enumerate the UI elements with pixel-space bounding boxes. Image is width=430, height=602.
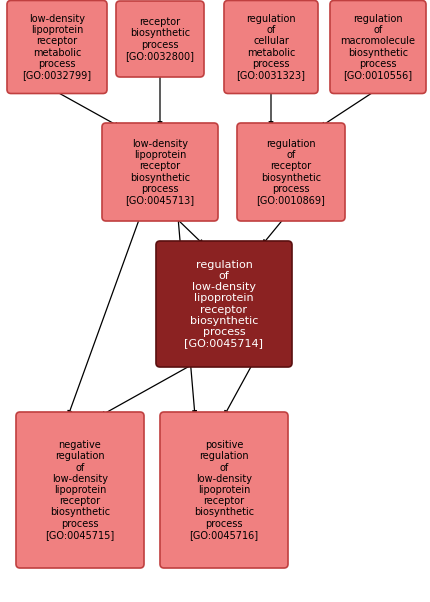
Text: regulation
of
macromolecule
biosynthetic
process
[GO:0010556]: regulation of macromolecule biosynthetic… [340, 14, 415, 80]
FancyBboxPatch shape [16, 412, 144, 568]
FancyBboxPatch shape [224, 1, 317, 93]
Text: low-density
lipoprotein
receptor
biosynthetic
process
[GO:0045713]: low-density lipoprotein receptor biosynt… [125, 139, 194, 205]
FancyBboxPatch shape [237, 123, 344, 221]
Text: negative
regulation
of
low-density
lipoprotein
receptor
biosynthetic
process
[GO: negative regulation of low-density lipop… [45, 440, 114, 540]
Text: low-density
lipoprotein
receptor
metabolic
process
[GO:0032799]: low-density lipoprotein receptor metabol… [22, 14, 91, 80]
FancyBboxPatch shape [7, 1, 107, 93]
FancyBboxPatch shape [156, 241, 291, 367]
Text: regulation
of
low-density
lipoprotein
receptor
biosynthetic
process
[GO:0045714]: regulation of low-density lipoprotein re… [184, 260, 263, 348]
FancyBboxPatch shape [102, 123, 218, 221]
Text: regulation
of
receptor
biosynthetic
process
[GO:0010869]: regulation of receptor biosynthetic proc… [256, 139, 325, 205]
Text: receptor
biosynthetic
process
[GO:0032800]: receptor biosynthetic process [GO:003280… [125, 17, 194, 61]
FancyBboxPatch shape [329, 1, 425, 93]
FancyBboxPatch shape [116, 1, 203, 77]
Text: positive
regulation
of
low-density
lipoprotein
receptor
biosynthetic
process
[GO: positive regulation of low-density lipop… [189, 440, 258, 540]
FancyBboxPatch shape [160, 412, 287, 568]
Text: regulation
of
cellular
metabolic
process
[GO:0031323]: regulation of cellular metabolic process… [236, 14, 305, 80]
